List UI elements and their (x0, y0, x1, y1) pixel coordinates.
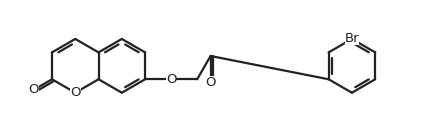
Text: Br: Br (344, 33, 358, 45)
Text: O: O (29, 83, 39, 96)
Text: O: O (205, 76, 215, 89)
Text: O: O (165, 73, 176, 86)
Text: O: O (70, 86, 80, 99)
